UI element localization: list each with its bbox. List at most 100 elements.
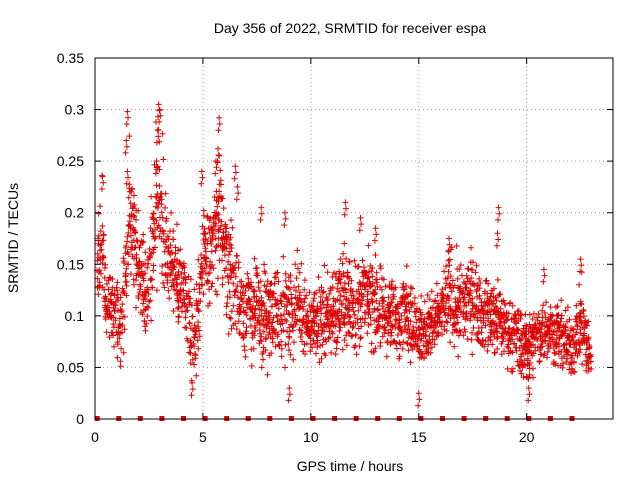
data-point [257, 216, 264, 223]
data-point [468, 275, 475, 282]
data-point [443, 300, 449, 307]
data-point [242, 288, 249, 294]
data-point [304, 308, 311, 315]
data-point [379, 333, 386, 340]
data-point [585, 334, 592, 341]
data-point [371, 237, 378, 244]
data-point [95, 232, 102, 239]
data-point [510, 365, 516, 372]
data-point [282, 270, 289, 277]
data-point [324, 296, 331, 303]
data-point [494, 230, 501, 237]
data-point [172, 244, 179, 251]
data-point [445, 268, 452, 275]
data-point [506, 335, 513, 342]
data-point [285, 296, 292, 303]
data-point [204, 277, 211, 284]
data-point [233, 287, 239, 294]
data-point [161, 248, 168, 255]
data-point [570, 338, 577, 345]
data-point [244, 270, 251, 277]
data-point [186, 349, 193, 356]
data-point [329, 330, 336, 337]
data-point [478, 329, 485, 336]
data-point [114, 354, 121, 361]
data-point [462, 285, 469, 292]
data-point [176, 313, 182, 320]
data-point [142, 296, 149, 302]
data-point [167, 242, 174, 249]
data-point [150, 215, 157, 222]
data-point [374, 276, 381, 283]
data-point [339, 300, 346, 307]
data-point [454, 319, 461, 326]
data-point [303, 292, 310, 299]
data-point [147, 297, 154, 304]
data-point [155, 133, 162, 140]
data-point [159, 214, 166, 221]
data-point [343, 289, 350, 296]
data-point [560, 330, 567, 337]
data-point [341, 337, 348, 344]
data-point [152, 244, 158, 251]
data-point [123, 121, 130, 127]
data-point [274, 331, 281, 338]
data-point [340, 250, 347, 257]
data-point [144, 286, 151, 293]
data-point [221, 252, 228, 259]
data-point [417, 331, 423, 338]
data-point [351, 344, 358, 351]
data-point [161, 284, 168, 291]
data-point [196, 333, 203, 340]
data-point [468, 266, 475, 273]
data-point [529, 316, 536, 322]
data-point [388, 299, 395, 306]
data-point [319, 298, 326, 305]
data-point [488, 290, 495, 297]
data-point [573, 313, 580, 320]
data-point [476, 275, 483, 282]
data-point [240, 283, 247, 290]
data-point [588, 366, 595, 372]
data-point [195, 345, 202, 352]
data-point [358, 323, 365, 330]
data-point [396, 353, 403, 360]
data-point [507, 299, 514, 306]
data-point [350, 293, 357, 299]
data-point [260, 356, 266, 363]
data-point [205, 278, 212, 285]
data-point [585, 318, 592, 325]
data-point [275, 341, 282, 348]
data-point [455, 353, 462, 360]
data-point [482, 322, 489, 329]
data-point [201, 226, 208, 232]
data-point [277, 297, 284, 304]
data-point [232, 163, 239, 170]
data-point [232, 288, 239, 295]
data-point [423, 328, 430, 335]
data-point [325, 301, 331, 308]
data-point [495, 216, 501, 223]
data-point [301, 286, 308, 293]
data-point [363, 282, 369, 289]
data-point [514, 326, 520, 333]
data-point [552, 350, 559, 357]
data-point [576, 281, 583, 288]
data-point [278, 345, 285, 352]
data-point [99, 173, 106, 180]
data-point [493, 304, 500, 311]
data-point [229, 224, 236, 231]
data-point [434, 292, 441, 299]
data-point [116, 335, 123, 342]
data-point [435, 332, 442, 339]
data-point [316, 359, 323, 366]
data-point [223, 225, 230, 232]
data-point [515, 327, 522, 334]
data-point [157, 112, 164, 119]
data-point [97, 228, 104, 235]
data-point [261, 303, 268, 309]
data-point [149, 230, 156, 237]
data-point [419, 311, 425, 318]
data-point [187, 295, 194, 302]
data-point [181, 269, 188, 276]
